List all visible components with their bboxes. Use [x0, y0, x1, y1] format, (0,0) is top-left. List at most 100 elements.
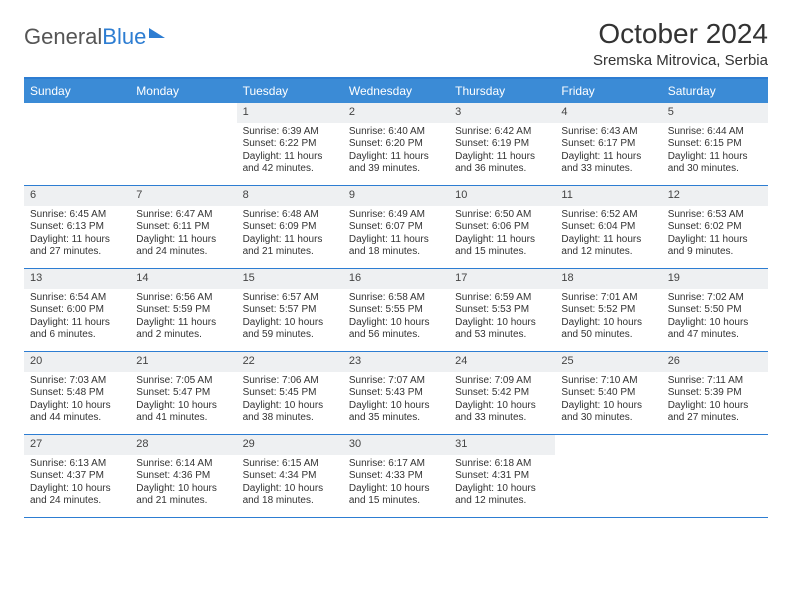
- sunset-line: Sunset: 5:57 PM: [243, 304, 337, 317]
- sunrise-line: Sunrise: 7:05 AM: [136, 375, 230, 388]
- sunset-line: Sunset: 6:22 PM: [243, 138, 337, 151]
- day-name: Friday: [555, 79, 661, 103]
- day-number: 6: [24, 186, 130, 206]
- day-number: 29: [237, 435, 343, 455]
- day-info: Sunrise: 6:13 AMSunset: 4:37 PMDaylight:…: [24, 455, 130, 512]
- day-number: 27: [24, 435, 130, 455]
- daylight-line: Daylight: 10 hours and 44 minutes.: [30, 400, 124, 425]
- daylight-line: Daylight: 10 hours and 15 minutes.: [349, 483, 443, 508]
- sunset-line: Sunset: 5:45 PM: [243, 387, 337, 400]
- sunset-line: Sunset: 6:11 PM: [136, 221, 230, 234]
- day-info: Sunrise: 6:57 AMSunset: 5:57 PMDaylight:…: [237, 289, 343, 346]
- day-info: Sunrise: 6:56 AMSunset: 5:59 PMDaylight:…: [130, 289, 236, 346]
- day-name: Tuesday: [237, 79, 343, 103]
- week-row: 20Sunrise: 7:03 AMSunset: 5:48 PMDayligh…: [24, 352, 768, 435]
- day-info: Sunrise: 7:01 AMSunset: 5:52 PMDaylight:…: [555, 289, 661, 346]
- sunrise-line: Sunrise: 6:43 AM: [561, 126, 655, 139]
- daylight-line: Daylight: 11 hours and 33 minutes.: [561, 151, 655, 176]
- sunset-line: Sunset: 6:04 PM: [561, 221, 655, 234]
- day-info: Sunrise: 7:06 AMSunset: 5:45 PMDaylight:…: [237, 372, 343, 429]
- header: GeneralBlue October 2024 Sremska Mitrovi…: [24, 18, 768, 69]
- sunset-line: Sunset: 6:19 PM: [455, 138, 549, 151]
- sunset-line: Sunset: 6:00 PM: [30, 304, 124, 317]
- sunset-line: Sunset: 5:48 PM: [30, 387, 124, 400]
- day-number: 28: [130, 435, 236, 455]
- weeks-container: 1Sunrise: 6:39 AMSunset: 6:22 PMDaylight…: [24, 103, 768, 518]
- sunrise-line: Sunrise: 6:56 AM: [136, 292, 230, 305]
- day-info: Sunrise: 6:17 AMSunset: 4:33 PMDaylight:…: [343, 455, 449, 512]
- day-cell: 29 Sunrise: 6:15 AMSunset: 4:34 PMDayligh…: [237, 435, 343, 517]
- day-cell: 23Sunrise: 7:07 AMSunset: 5:43 PMDayligh…: [343, 352, 449, 434]
- sunrise-line: Sunrise: 6:58 AM: [349, 292, 443, 305]
- sunrise-line: Sunrise: 6:13 AM: [30, 458, 124, 471]
- sunset-line: Sunset: 4:36 PM: [136, 470, 230, 483]
- daylight-line: Daylight: 10 hours and 18 minutes.: [243, 483, 337, 508]
- sunrise-line: Sunrise: 6:50 AM: [455, 209, 549, 222]
- day-cell: [555, 435, 661, 517]
- day-number: 10: [449, 186, 555, 206]
- day-info: Sunrise: 6:58 AMSunset: 5:55 PMDaylight:…: [343, 289, 449, 346]
- day-number: 25: [555, 352, 661, 372]
- day-number: 15: [237, 269, 343, 289]
- daylight-line: Daylight: 11 hours and 9 minutes.: [668, 234, 762, 259]
- daylight-line: Daylight: 10 hours and 59 minutes.: [243, 317, 337, 342]
- day-info: Sunrise: 6:50 AMSunset: 6:06 PMDaylight:…: [449, 206, 555, 263]
- week-row: 1Sunrise: 6:39 AMSunset: 6:22 PMDaylight…: [24, 103, 768, 186]
- day-cell: 5Sunrise: 6:44 AMSunset: 6:15 PMDaylight…: [662, 103, 768, 185]
- day-cell: 25Sunrise: 7:10 AMSunset: 5:40 PMDayligh…: [555, 352, 661, 434]
- day-cell: 28Sunrise: 6:14 AMSunset: 4:36 PMDayligh…: [130, 435, 236, 517]
- day-cell: 30Sunrise: 6:17 AMSunset: 4:33 PMDayligh…: [343, 435, 449, 517]
- daylight-line: Daylight: 10 hours and 21 minutes.: [136, 483, 230, 508]
- day-info: Sunrise: 6:42 AMSunset: 6:19 PMDaylight:…: [449, 123, 555, 180]
- sunset-line: Sunset: 4:31 PM: [455, 470, 549, 483]
- day-info: Sunrise: 6:53 AMSunset: 6:02 PMDaylight:…: [662, 206, 768, 263]
- sunset-line: Sunset: 5:50 PM: [668, 304, 762, 317]
- day-info: Sunrise: 7:09 AMSunset: 5:42 PMDaylight:…: [449, 372, 555, 429]
- sunrise-line: Sunrise: 6:54 AM: [30, 292, 124, 305]
- sunrise-line: Sunrise: 6:53 AM: [668, 209, 762, 222]
- daylight-line: Daylight: 11 hours and 36 minutes.: [455, 151, 549, 176]
- sunrise-line: Sunrise: 6:39 AM: [243, 126, 337, 139]
- sunrise-line: Sunrise: 7:06 AM: [243, 375, 337, 388]
- day-name: Thursday: [449, 79, 555, 103]
- day-cell: 15Sunrise: 6:57 AMSunset: 5:57 PMDayligh…: [237, 269, 343, 351]
- day-cell: 14Sunrise: 6:56 AMSunset: 5:59 PMDayligh…: [130, 269, 236, 351]
- sunset-line: Sunset: 4:33 PM: [349, 470, 443, 483]
- day-cell: 12Sunrise: 6:53 AMSunset: 6:02 PMDayligh…: [662, 186, 768, 268]
- day-cell: 9Sunrise: 6:49 AMSunset: 6:07 PMDaylight…: [343, 186, 449, 268]
- sunrise-line: Sunrise: 6:15 AM: [243, 458, 337, 471]
- day-info: Sunrise: 6:14 AMSunset: 4:36 PMDaylight:…: [130, 455, 236, 512]
- day-cell: 22Sunrise: 7:06 AMSunset: 5:45 PMDayligh…: [237, 352, 343, 434]
- day-cell: 10Sunrise: 6:50 AMSunset: 6:06 PMDayligh…: [449, 186, 555, 268]
- sunset-line: Sunset: 4:34 PM: [243, 470, 337, 483]
- day-number: 12: [662, 186, 768, 206]
- day-info: Sunrise: 7:10 AMSunset: 5:40 PMDaylight:…: [555, 372, 661, 429]
- day-cell: 1Sunrise: 6:39 AMSunset: 6:22 PMDaylight…: [237, 103, 343, 185]
- day-number: 2: [343, 103, 449, 123]
- daylight-line: Daylight: 10 hours and 56 minutes.: [349, 317, 443, 342]
- sunset-line: Sunset: 5:59 PM: [136, 304, 230, 317]
- daylight-line: Daylight: 11 hours and 15 minutes.: [455, 234, 549, 259]
- sunrise-line: Sunrise: 7:10 AM: [561, 375, 655, 388]
- day-number: 3: [449, 103, 555, 123]
- daylight-line: Daylight: 11 hours and 21 minutes.: [243, 234, 337, 259]
- sunset-line: Sunset: 5:42 PM: [455, 387, 549, 400]
- logo-triangle-icon: [149, 28, 165, 38]
- day-info: Sunrise: 6:40 AMSunset: 6:20 PMDaylight:…: [343, 123, 449, 180]
- daylight-line: Daylight: 11 hours and 27 minutes.: [30, 234, 124, 259]
- sunset-line: Sunset: 5:53 PM: [455, 304, 549, 317]
- day-cell: 18Sunrise: 7:01 AMSunset: 5:52 PMDayligh…: [555, 269, 661, 351]
- sunrise-line: Sunrise: 6:17 AM: [349, 458, 443, 471]
- day-info: Sunrise: 6:54 AMSunset: 6:00 PMDaylight:…: [24, 289, 130, 346]
- sunset-line: Sunset: 6:02 PM: [668, 221, 762, 234]
- week-row: 13Sunrise: 6:54 AMSunset: 6:00 PMDayligh…: [24, 269, 768, 352]
- day-info: Sunrise: 6:39 AMSunset: 6:22 PMDaylight:…: [237, 123, 343, 180]
- daylight-line: Daylight: 11 hours and 42 minutes.: [243, 151, 337, 176]
- day-name: Saturday: [662, 79, 768, 103]
- day-number: 22: [237, 352, 343, 372]
- sunset-line: Sunset: 5:39 PM: [668, 387, 762, 400]
- sunset-line: Sunset: 6:07 PM: [349, 221, 443, 234]
- sunrise-line: Sunrise: 6:45 AM: [30, 209, 124, 222]
- sunrise-line: Sunrise: 7:09 AM: [455, 375, 549, 388]
- day-info: Sunrise: 6:59 AMSunset: 5:53 PMDaylight:…: [449, 289, 555, 346]
